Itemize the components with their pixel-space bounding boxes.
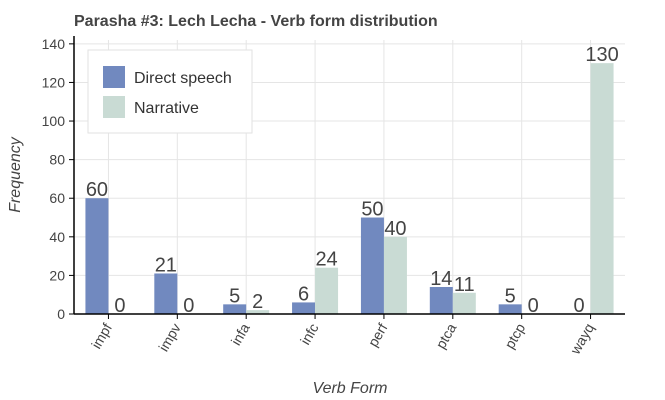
bar-narrative-infa bbox=[246, 310, 270, 314]
y-tick-label: 60 bbox=[49, 190, 65, 206]
data-label: 5 bbox=[229, 285, 240, 307]
data-label: 21 bbox=[155, 254, 177, 276]
chart-title: Parasha #3: Lech Lecha - Verb form distr… bbox=[74, 13, 438, 30]
bar-narrative-ptca bbox=[452, 292, 476, 314]
legend-label: Narrative bbox=[134, 100, 199, 117]
x-tick-label: ptca bbox=[432, 320, 459, 351]
data-label: 50 bbox=[361, 199, 383, 221]
x-tick-label: infa bbox=[228, 320, 253, 348]
bar-direct-speech-impv bbox=[154, 273, 178, 314]
y-tick-label: 0 bbox=[57, 306, 65, 322]
x-tick-label: perf bbox=[365, 320, 391, 349]
data-label: 0 bbox=[114, 295, 125, 317]
bar-direct-speech-ptca bbox=[429, 286, 453, 314]
y-tick-label: 100 bbox=[42, 113, 66, 129]
x-axis-label: Verb Form bbox=[313, 380, 388, 397]
x-tick-label: wayq bbox=[566, 321, 597, 358]
y-tick-label: 20 bbox=[49, 267, 65, 283]
bar-narrative-wayq bbox=[590, 63, 614, 314]
x-tick-label: ptcp bbox=[501, 320, 528, 351]
x-tick-label: impf bbox=[88, 320, 115, 351]
data-label: 14 bbox=[430, 268, 452, 290]
bar-narrative-perf bbox=[383, 236, 407, 314]
bar-direct-speech-infc bbox=[292, 302, 316, 314]
bar-direct-speech-perf bbox=[360, 217, 384, 314]
data-label: 2 bbox=[252, 291, 263, 313]
x-tick-label: impv bbox=[155, 321, 184, 355]
y-tick-label: 140 bbox=[42, 36, 66, 52]
legend: Direct speech Narrative bbox=[87, 49, 253, 134]
data-label: 0 bbox=[183, 295, 194, 317]
x-tick-label: infc bbox=[297, 321, 322, 348]
data-label: 24 bbox=[315, 249, 337, 271]
legend-swatch bbox=[103, 66, 125, 88]
legend-label: Direct speech bbox=[134, 70, 232, 87]
y-tick-label: 80 bbox=[49, 152, 65, 168]
data-label: 0 bbox=[574, 295, 585, 317]
data-label: 0 bbox=[528, 295, 539, 317]
bar-narrative-infc bbox=[315, 267, 339, 314]
data-label: 40 bbox=[384, 218, 406, 240]
bars bbox=[85, 63, 614, 314]
legend-box bbox=[87, 49, 253, 134]
y-tick-label: 120 bbox=[42, 74, 66, 90]
bar-direct-speech-impf bbox=[85, 198, 109, 314]
data-label: 130 bbox=[585, 44, 618, 66]
data-label: 60 bbox=[86, 179, 108, 201]
data-label: 5 bbox=[505, 285, 516, 307]
legend-swatch bbox=[103, 96, 125, 118]
bar-direct-speech-ptcp bbox=[498, 304, 522, 314]
data-label: 6 bbox=[298, 283, 309, 305]
bar-direct-speech-infa bbox=[223, 304, 247, 314]
y-axis-label: Frequency bbox=[7, 136, 24, 213]
data-label: 11 bbox=[454, 274, 475, 296]
y-tick-label: 40 bbox=[49, 229, 65, 245]
